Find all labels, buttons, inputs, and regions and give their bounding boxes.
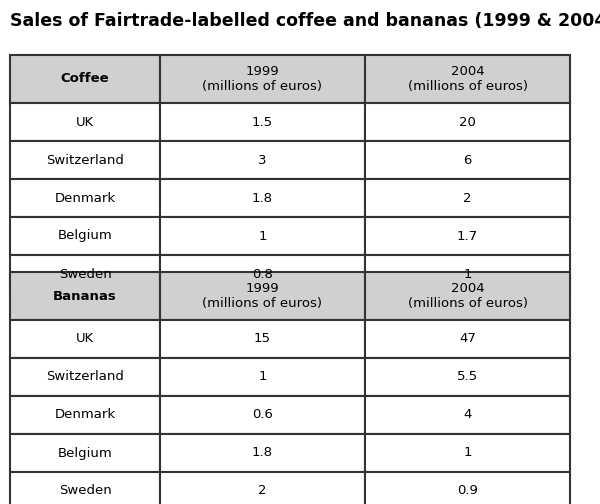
Bar — [365, 255, 570, 293]
Text: 2004
(millions of euros): 2004 (millions of euros) — [407, 282, 527, 310]
Bar — [160, 472, 365, 504]
Bar — [365, 434, 570, 472]
Bar — [10, 434, 160, 472]
Text: 20: 20 — [459, 115, 476, 129]
Text: Switzerland: Switzerland — [46, 370, 124, 384]
Bar — [10, 103, 160, 141]
Text: 1.8: 1.8 — [252, 192, 273, 205]
Text: Sweden: Sweden — [59, 484, 112, 497]
Bar — [160, 217, 365, 255]
Bar — [160, 396, 365, 434]
Bar — [365, 217, 570, 255]
Text: UK: UK — [76, 115, 94, 129]
Text: UK: UK — [76, 333, 94, 346]
Text: 1.5: 1.5 — [252, 115, 273, 129]
Text: 5.5: 5.5 — [457, 370, 478, 384]
Text: 4: 4 — [463, 409, 472, 421]
Text: Bananas: Bananas — [53, 289, 117, 302]
Bar — [10, 396, 160, 434]
Bar — [160, 320, 365, 358]
Bar — [10, 179, 160, 217]
Text: Switzerland: Switzerland — [46, 154, 124, 166]
Bar — [365, 320, 570, 358]
Text: 0.8: 0.8 — [252, 268, 273, 281]
Text: 1: 1 — [258, 229, 267, 242]
Text: Denmark: Denmark — [55, 409, 116, 421]
Text: 1.8: 1.8 — [252, 447, 273, 460]
Bar — [365, 179, 570, 217]
Text: 15: 15 — [254, 333, 271, 346]
Text: Belgium: Belgium — [58, 447, 112, 460]
Bar — [10, 272, 160, 320]
Bar — [160, 434, 365, 472]
Text: Coffee: Coffee — [61, 73, 109, 86]
Bar — [365, 55, 570, 103]
Text: Sweden: Sweden — [59, 268, 112, 281]
Text: 47: 47 — [459, 333, 476, 346]
Text: 1: 1 — [258, 370, 267, 384]
Text: 1: 1 — [463, 268, 472, 281]
Bar — [365, 472, 570, 504]
Bar — [160, 179, 365, 217]
Text: 1.7: 1.7 — [457, 229, 478, 242]
Text: 1999
(millions of euros): 1999 (millions of euros) — [203, 282, 323, 310]
Bar — [160, 55, 365, 103]
Bar — [10, 320, 160, 358]
Bar — [160, 141, 365, 179]
Text: 6: 6 — [463, 154, 472, 166]
Bar — [10, 255, 160, 293]
Bar — [10, 358, 160, 396]
Text: Denmark: Denmark — [55, 192, 116, 205]
Text: Sales of Fairtrade-labelled coffee and bananas (1999 & 2004): Sales of Fairtrade-labelled coffee and b… — [10, 12, 600, 30]
Bar — [365, 272, 570, 320]
Bar — [10, 472, 160, 504]
Bar — [365, 396, 570, 434]
Text: 1: 1 — [463, 447, 472, 460]
Bar — [160, 358, 365, 396]
Bar — [365, 103, 570, 141]
Text: 2: 2 — [463, 192, 472, 205]
Bar — [10, 217, 160, 255]
Text: 2004
(millions of euros): 2004 (millions of euros) — [407, 65, 527, 93]
Bar — [160, 103, 365, 141]
Bar — [365, 358, 570, 396]
Text: 2: 2 — [258, 484, 267, 497]
Bar — [160, 255, 365, 293]
Text: 3: 3 — [258, 154, 267, 166]
Bar — [10, 141, 160, 179]
Bar — [10, 55, 160, 103]
Text: 1999
(millions of euros): 1999 (millions of euros) — [203, 65, 323, 93]
Bar — [160, 272, 365, 320]
Text: Belgium: Belgium — [58, 229, 112, 242]
Text: 0.9: 0.9 — [457, 484, 478, 497]
Bar — [365, 141, 570, 179]
Text: 0.6: 0.6 — [252, 409, 273, 421]
